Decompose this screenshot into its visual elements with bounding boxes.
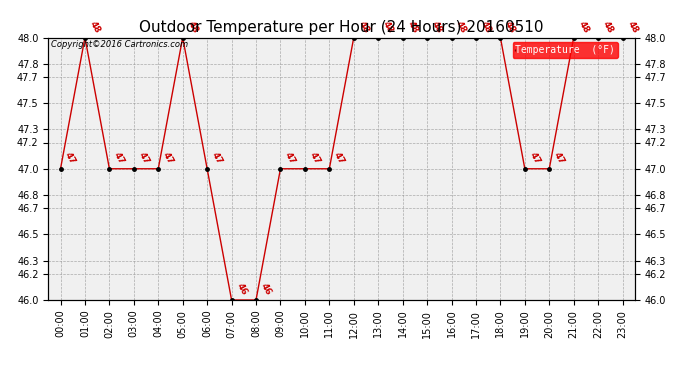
Text: 48: 48 <box>357 19 371 35</box>
Title: Outdoor Temperature per Hour (24 Hours) 20160510: Outdoor Temperature per Hour (24 Hours) … <box>139 20 544 35</box>
Text: 47: 47 <box>283 150 297 166</box>
Text: 48: 48 <box>430 19 444 35</box>
Text: 48: 48 <box>88 19 102 35</box>
Text: 47: 47 <box>210 150 224 166</box>
Text: 47: 47 <box>63 150 77 166</box>
Text: 48: 48 <box>601 19 615 35</box>
Text: 48: 48 <box>454 19 469 35</box>
Text: 47: 47 <box>528 150 542 166</box>
Text: 48: 48 <box>503 19 518 35</box>
Legend: Temperature  (°F): Temperature (°F) <box>513 42 618 58</box>
Text: 47: 47 <box>308 150 322 166</box>
Text: 47: 47 <box>137 150 151 166</box>
Text: 48: 48 <box>381 19 395 35</box>
Text: 47: 47 <box>332 150 346 166</box>
Text: 46: 46 <box>235 282 248 297</box>
Text: 48: 48 <box>186 19 199 35</box>
Text: 47: 47 <box>161 150 175 166</box>
Text: 48: 48 <box>576 19 591 35</box>
Text: 48: 48 <box>406 19 420 35</box>
Text: 46: 46 <box>259 282 273 297</box>
Text: 47: 47 <box>552 150 566 166</box>
Text: 47: 47 <box>112 150 126 166</box>
Text: Copyright©2016 Cartronics.com: Copyright©2016 Cartronics.com <box>51 40 188 49</box>
Text: 48: 48 <box>479 19 493 35</box>
Text: 48: 48 <box>625 19 640 35</box>
